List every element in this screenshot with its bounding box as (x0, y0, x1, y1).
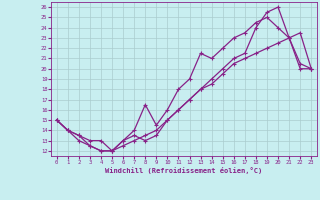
X-axis label: Windchill (Refroidissement éolien,°C): Windchill (Refroidissement éolien,°C) (105, 167, 263, 174)
